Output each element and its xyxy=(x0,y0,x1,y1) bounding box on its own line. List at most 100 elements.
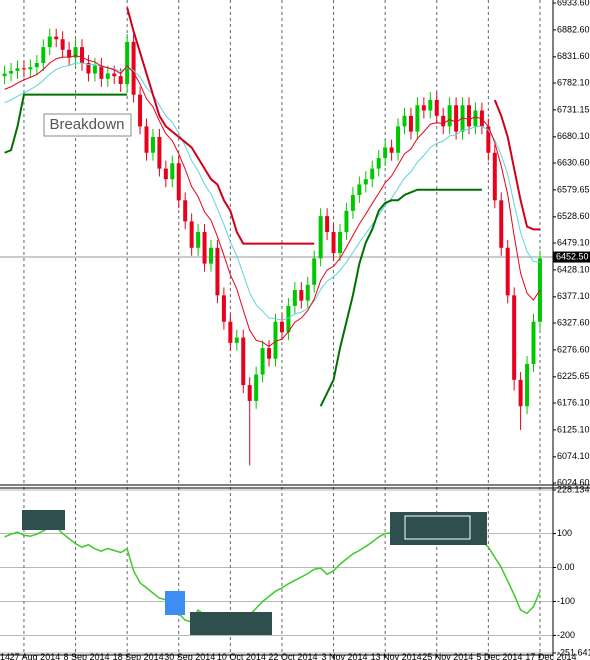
candle-body xyxy=(434,99,439,116)
annotation: Breakdown xyxy=(49,116,124,133)
candle-body xyxy=(183,200,188,222)
candle-body xyxy=(396,126,401,153)
candle-body xyxy=(157,136,162,169)
candle-body xyxy=(254,374,259,401)
candle-body xyxy=(221,295,226,322)
y-tick-label: 6479.10 xyxy=(557,237,590,247)
y-tick-label: 6630.60 xyxy=(557,157,590,167)
x-tick-label: 30 Sep 2014 xyxy=(164,652,215,660)
y-tick-label: 6680.10 xyxy=(557,131,590,141)
y-tick-label: 6024.60 xyxy=(557,477,590,487)
candle-body xyxy=(505,247,510,296)
candle-body xyxy=(73,47,78,58)
candle-body xyxy=(247,385,252,401)
candle-body xyxy=(80,47,84,63)
candle-body xyxy=(196,231,201,248)
x-tick-label: 8 Sep 2014 xyxy=(64,652,110,660)
y-tick-label: 100 xyxy=(557,528,572,538)
candle-body xyxy=(118,76,123,85)
candle-body xyxy=(350,195,355,211)
candle-body xyxy=(447,105,452,127)
candle-body xyxy=(15,68,20,71)
candle-body xyxy=(279,321,284,333)
candle-body xyxy=(170,163,175,180)
candle-body xyxy=(176,163,181,201)
candle-body xyxy=(344,210,349,232)
series-line xyxy=(4,62,540,321)
y-tick-label: 6933.60 xyxy=(557,0,590,7)
price-tag xyxy=(553,251,590,263)
candle-body xyxy=(163,168,168,180)
candle-body xyxy=(479,110,484,127)
candle-body xyxy=(28,67,33,70)
price-tag-label: 6452.50 xyxy=(556,251,589,261)
candle-body xyxy=(492,152,497,201)
candle-body xyxy=(92,65,97,74)
candle-body xyxy=(273,321,278,359)
y-tick-label: -251.641 xyxy=(557,647,590,657)
candle-body xyxy=(312,258,317,285)
candle-body xyxy=(408,115,413,132)
zone-box xyxy=(165,591,185,615)
candle-body xyxy=(144,126,149,153)
candle-body xyxy=(421,105,426,111)
candle-body xyxy=(112,73,117,77)
x-tick-label: 27 Aug 2014 xyxy=(10,652,61,660)
candle-body xyxy=(99,65,104,79)
candle-body xyxy=(331,231,336,254)
candle-body xyxy=(228,321,233,343)
candle-body xyxy=(454,105,459,132)
candle-body xyxy=(209,247,213,264)
candle-body xyxy=(34,62,39,68)
y-tick-label: 6176.10 xyxy=(557,397,590,407)
candle-body xyxy=(389,147,394,153)
x-tick-label: 10 Oct 2014 xyxy=(217,652,266,660)
y-tick-label: 6327.60 xyxy=(557,317,590,327)
candle-body xyxy=(215,247,220,296)
zone-box xyxy=(22,510,65,530)
candle-body xyxy=(21,68,26,70)
zone-frame xyxy=(404,515,471,540)
candle-body xyxy=(499,200,504,248)
x-tick-label: 18 Sep 2014 xyxy=(113,652,164,660)
candle-body xyxy=(441,115,446,127)
series-line xyxy=(126,7,540,245)
candle-body xyxy=(260,348,265,375)
y-tick-label: 6276.60 xyxy=(557,344,590,354)
y-tick-label: -100 xyxy=(557,596,575,606)
candle-body xyxy=(131,41,136,95)
y-tick-label: 6125.10 xyxy=(557,424,590,434)
candle-body xyxy=(428,99,433,111)
y-tick-label: 6074.10 xyxy=(557,451,590,461)
candle-body xyxy=(383,147,388,159)
candle-body xyxy=(241,337,246,386)
candle-body xyxy=(150,136,155,153)
y-tick-label: 6882.60 xyxy=(557,24,590,34)
candle-body xyxy=(41,47,46,63)
candle-body xyxy=(86,62,91,74)
candle-body xyxy=(54,36,59,40)
candle-body xyxy=(376,158,381,169)
candle-body xyxy=(267,348,272,359)
candle-body xyxy=(325,216,330,232)
candle-body xyxy=(189,221,194,248)
annotation-box xyxy=(43,113,132,137)
candle-body xyxy=(402,115,407,127)
candle-body xyxy=(415,105,420,132)
y-tick-label: 6731.15 xyxy=(557,104,590,114)
series-line xyxy=(4,55,541,348)
y-tick-label: 6428.10 xyxy=(557,264,590,274)
y-tick-label: 6782.10 xyxy=(557,77,590,87)
candle-body xyxy=(518,379,523,407)
candle-body xyxy=(234,337,239,343)
y-tick-label: -200 xyxy=(557,630,575,640)
candle-body xyxy=(531,321,536,364)
x-tick-label: 5 Dec 2014 xyxy=(476,652,522,660)
x-tick-label: 3 Nov 2014 xyxy=(322,652,368,660)
x-tick-label: 25 Nov 2014 xyxy=(422,652,473,660)
candle-body xyxy=(486,126,491,153)
candle-body xyxy=(2,73,7,77)
x-tick-label: 22 Oct 2014 xyxy=(268,652,317,660)
